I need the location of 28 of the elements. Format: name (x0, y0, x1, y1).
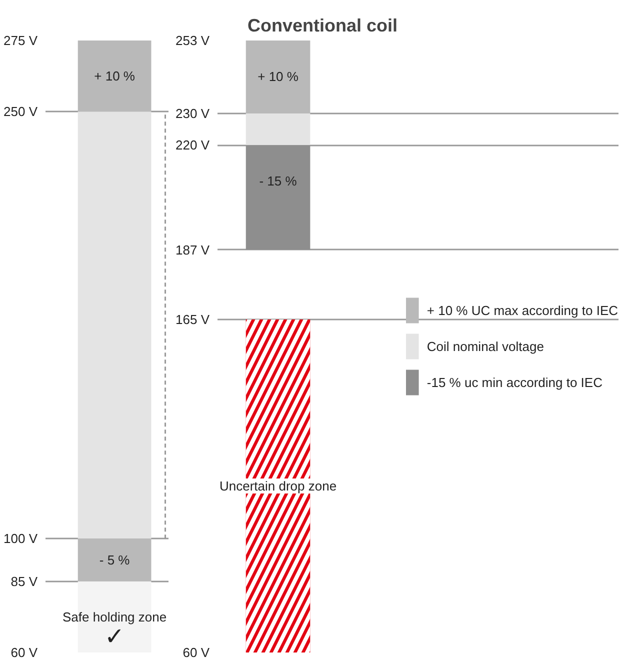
annotation: Safe holding zone (62, 609, 167, 624)
legend-label: -15 % uc min according to IEC (426, 374, 602, 390)
annotation: + 10 % (258, 69, 299, 84)
legend-label: Coil nominal voltage (426, 338, 544, 354)
bar (78, 538, 152, 582)
y-tick-label: 230 V (176, 106, 210, 121)
y-tick-label: 85 V (10, 574, 38, 589)
y-tick-label: 100 V (4, 531, 38, 546)
y-tick-label: 275 V (4, 33, 38, 48)
legend-label: + 10 % UC max according to IEC (426, 302, 618, 318)
annotation: Uncertain drop zone (219, 478, 337, 494)
y-tick-label: 60 V (10, 645, 38, 660)
chart-title: Conventional coil (248, 16, 398, 36)
annotation: ✓ (104, 622, 125, 650)
y-tick-label: 165 V (176, 312, 210, 328)
y-tick-label: 253 V (176, 33, 210, 48)
annotation: + 10 % (94, 68, 136, 84)
annotation: - 15 % (259, 174, 298, 189)
bar (246, 40, 310, 114)
bar (78, 40, 152, 112)
y-tick-label: 250 V (4, 104, 38, 120)
bar (246, 145, 310, 250)
annotation: - 5 % (99, 552, 130, 568)
y-tick-label: 187 V (176, 242, 210, 258)
bar (78, 112, 152, 539)
bar (246, 113, 310, 146)
y-tick-label: 220 V (176, 138, 210, 153)
y-tick-label: 60 V (182, 645, 210, 660)
